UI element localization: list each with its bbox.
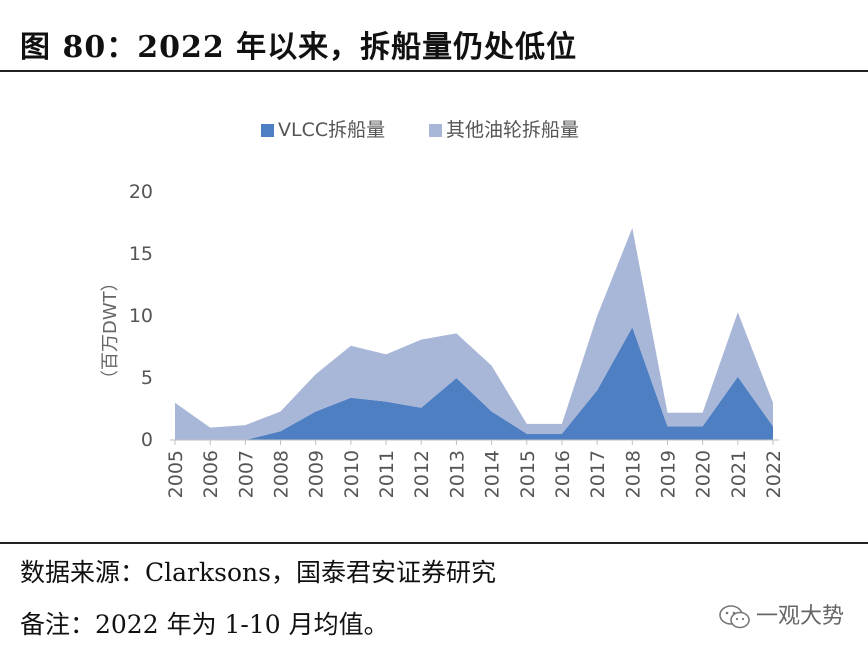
x-tick-label-2019: 2019 bbox=[657, 450, 679, 498]
x-tick-label-2016: 2016 bbox=[552, 450, 574, 498]
x-tick-label-2020: 2020 bbox=[693, 450, 715, 498]
watermark: 一观大势 bbox=[718, 598, 844, 630]
y-tick-label-0: 0 bbox=[141, 429, 153, 451]
x-tick-label-2022: 2022 bbox=[763, 450, 785, 498]
chart-areas bbox=[175, 228, 773, 440]
x-tick-label-2007: 2007 bbox=[235, 450, 257, 498]
area-series-0 bbox=[175, 327, 773, 440]
wechat-icon bbox=[719, 605, 750, 629]
area-series-1 bbox=[175, 228, 773, 440]
x-tick-label-2017: 2017 bbox=[587, 450, 609, 498]
x-tick-label-2008: 2008 bbox=[271, 450, 293, 498]
y-tick-label-20: 20 bbox=[129, 181, 153, 203]
x-tick-label-2015: 2015 bbox=[517, 450, 539, 498]
x-tick-label-2014: 2014 bbox=[482, 450, 504, 498]
x-tick-label-2013: 2013 bbox=[446, 450, 468, 498]
x-tick-label-2021: 2021 bbox=[728, 450, 750, 498]
legend: VLCC拆船量 其他油轮拆船量 bbox=[261, 119, 579, 141]
x-tick-label-2005: 2005 bbox=[165, 450, 187, 498]
watermark-text: 一观大势 bbox=[756, 604, 845, 629]
legend-swatch-other bbox=[429, 124, 442, 137]
x-tick-label-2006: 2006 bbox=[200, 450, 222, 498]
legend-label-vlcc: VLCC拆船量 bbox=[278, 119, 385, 141]
y-tick-label-15: 15 bbox=[129, 243, 153, 265]
x-tick-label-2012: 2012 bbox=[411, 450, 433, 498]
x-ticks: 2005 2006 2007 2008 2009 2010 2011 2012 2013 2014… bbox=[165, 440, 785, 498]
x-tick-label-2009: 2009 bbox=[306, 450, 328, 498]
footnote: 备注：2022 年为 1-10 月均值。 bbox=[20, 610, 389, 639]
y-ticks: 0 5 10 15 20 bbox=[129, 181, 153, 451]
x-tick-label-2010: 2010 bbox=[341, 450, 363, 498]
legend-swatch-vlcc bbox=[261, 124, 274, 137]
bottom-rule bbox=[0, 542, 868, 544]
legend-label-other: 其他油轮拆船量 bbox=[446, 119, 579, 141]
x-tick-label-2018: 2018 bbox=[622, 450, 644, 498]
figure-title: 图 80：2022 年以来，拆船量仍处低位 bbox=[20, 30, 578, 65]
top-rule bbox=[0, 70, 868, 72]
data-source: 数据来源：Clarksons，国泰君安证券研究 bbox=[20, 558, 496, 587]
y-tick-label-10: 10 bbox=[129, 305, 153, 327]
y-tick-label-5: 5 bbox=[141, 367, 153, 389]
y-axis-label: （百万DWT） bbox=[100, 273, 121, 388]
x-tick-label-2011: 2011 bbox=[376, 450, 398, 498]
